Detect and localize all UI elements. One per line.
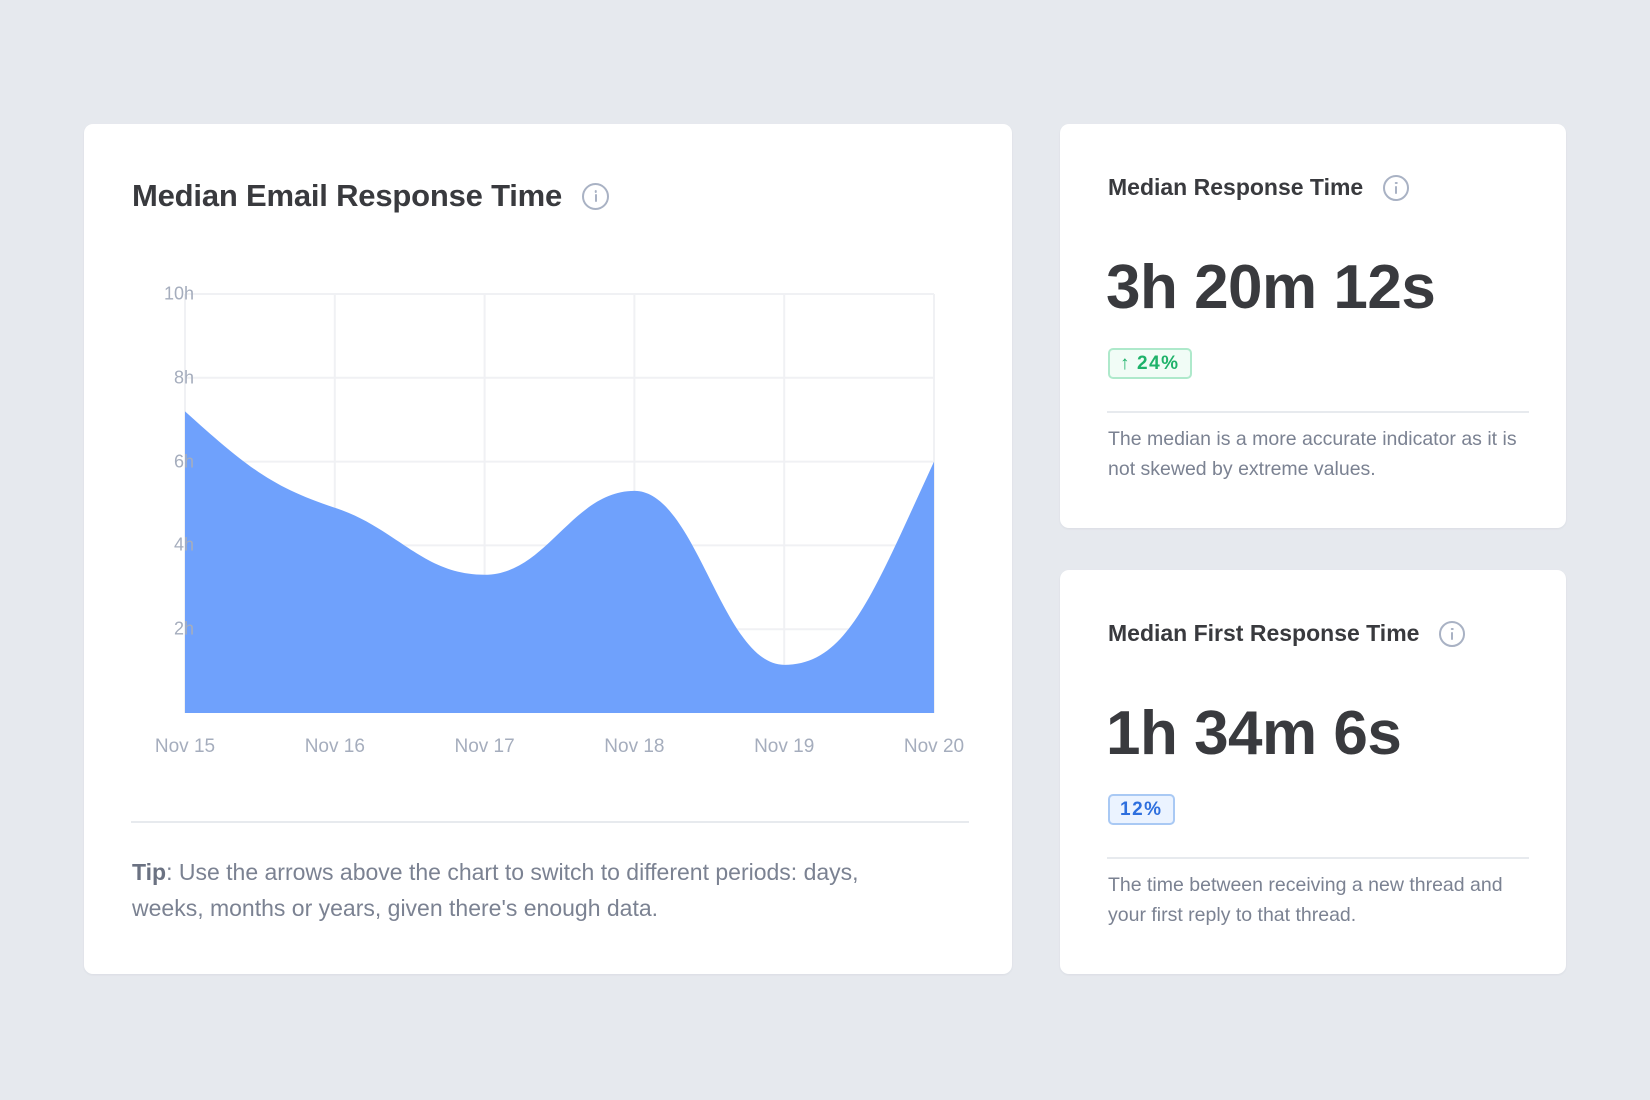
divider [131, 821, 969, 823]
change-badge: ↑ 24% [1108, 348, 1192, 379]
info-icon[interactable] [1439, 620, 1466, 647]
tip-body: : Use the arrows above the chart to swit… [132, 859, 859, 921]
chart-title-text: Median Email Response Time [132, 178, 563, 213]
info-icon[interactable] [1383, 174, 1410, 201]
y-tick-label: 4h [173, 534, 194, 555]
x-tick-label: Nov 15 [154, 736, 216, 757]
metric-value: 3h 20m 12s [1106, 253, 1436, 322]
tip-text: Tip: Use the arrows above the chart to s… [132, 854, 912, 926]
card-title-text: Median Response Time [1108, 174, 1364, 200]
tip-label: Tip [132, 859, 167, 885]
x-tick-label: Nov 20 [903, 736, 965, 757]
change-percent: 12% [1120, 798, 1163, 820]
y-tick-label: 2h [173, 618, 194, 639]
x-tick-label: Nov 16 [304, 736, 365, 757]
median-email-response-time-card: Median Email Response Time 10h 8h 6h 4h 2h N… [84, 124, 1012, 974]
info-icon[interactable] [582, 182, 610, 210]
metric-value: 1h 34m 6s [1106, 699, 1402, 768]
metric-description: The time between receiving a new thread … [1108, 874, 1503, 926]
x-tick-label: Nov 19 [754, 736, 815, 757]
median-response-time-card: Median Response Time 3h 20m 12s ↑ 24% Th… [1060, 124, 1566, 528]
y-tick-label: 8h [173, 367, 194, 388]
area-series [185, 411, 934, 713]
divider [1107, 857, 1529, 859]
card-title-text: Median First Response Time [1108, 620, 1420, 646]
y-tick-label: 6h [173, 451, 194, 472]
y-tick-label: 10h [163, 283, 194, 304]
x-tick-label: Nov 18 [604, 736, 665, 757]
metric-description: The median is a more accurate indicator … [1108, 428, 1517, 480]
divider [1107, 411, 1529, 413]
change-percent: 24% [1137, 352, 1180, 374]
arrow-up-icon: ↑ [1120, 352, 1131, 374]
chart-card-title: Median Email Response Time [132, 178, 610, 214]
area-chart [184, 293, 935, 713]
x-tick-label: Nov 17 [454, 736, 515, 757]
card-title: Median Response Time [1108, 174, 1410, 201]
card-title: Median First Response Time [1108, 620, 1466, 647]
median-first-response-time-card: Median First Response Time 1h 34m 6s 12%… [1060, 570, 1566, 974]
change-badge: 12% [1108, 794, 1175, 825]
